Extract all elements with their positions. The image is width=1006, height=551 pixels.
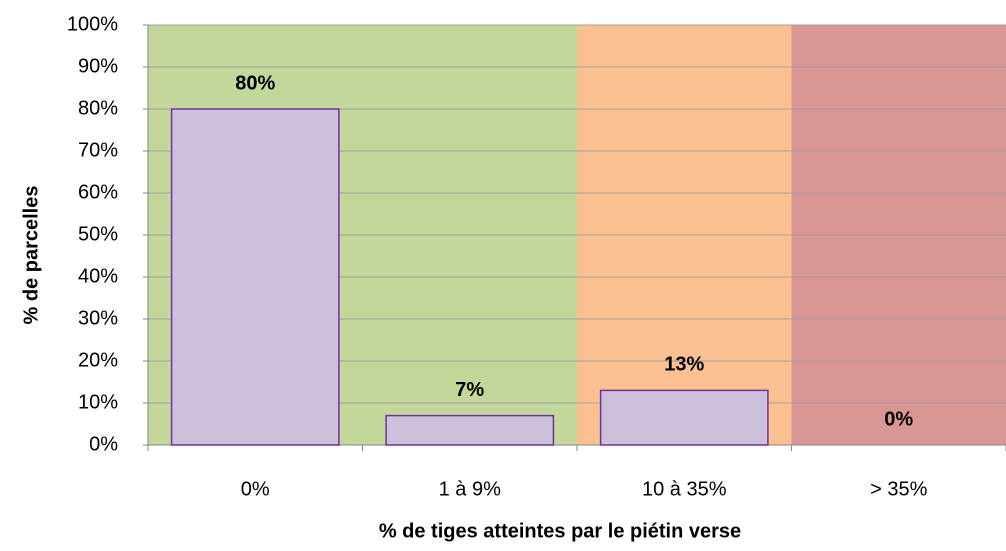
y-tick-label: 90% [78, 55, 118, 77]
y-tick-label: 30% [78, 307, 118, 329]
x-tick-label: 0% [241, 478, 270, 500]
y-axis-label: % de parcelles [20, 186, 42, 325]
x-tick-label: 1 à 9% [439, 478, 501, 500]
x-tick-label: 10 à 35% [642, 478, 727, 500]
y-tick-label: 50% [78, 223, 118, 245]
value-label: 13% [664, 354, 704, 376]
value-label: 7% [455, 379, 484, 401]
y-tick-label: 20% [78, 349, 118, 371]
y-tick-label: 60% [78, 181, 118, 203]
x-tick-label: > 35% [870, 478, 927, 500]
bar [170, 108, 340, 446]
value-label: 0% [884, 408, 913, 430]
y-tick-label: 100% [67, 13, 118, 35]
y-tick-label: 10% [78, 391, 118, 413]
y-tick-label: 40% [78, 265, 118, 287]
y-tick-label: 80% [78, 97, 118, 119]
bar [599, 389, 769, 446]
x-axis-label: % de tiges atteintes par le piétin verse [379, 520, 741, 542]
y-tick-label: 0% [89, 433, 118, 455]
bar [385, 414, 555, 446]
value-label: 80% [235, 72, 275, 94]
y-tick-label: 70% [78, 139, 118, 161]
